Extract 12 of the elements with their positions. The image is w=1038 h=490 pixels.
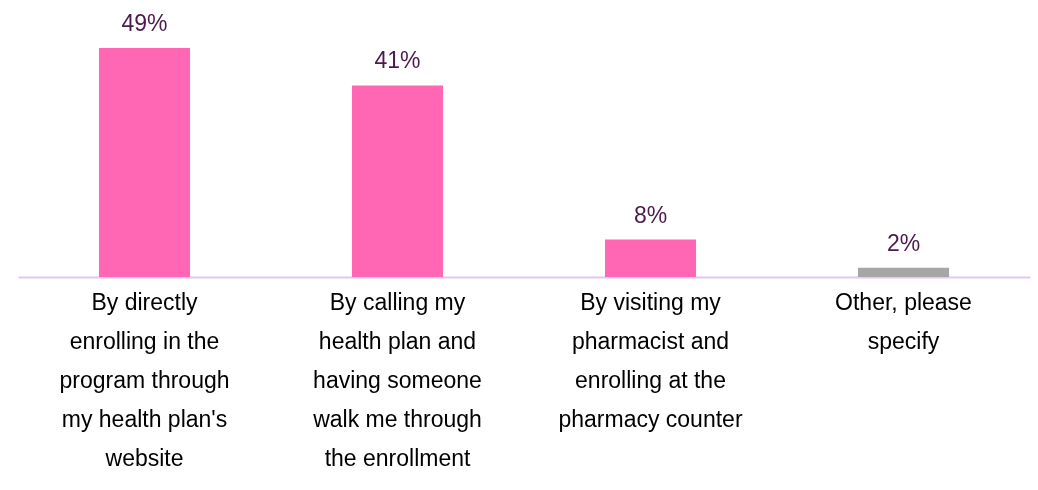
x-tick-label: By directly enrolling in the program through my health plan's website bbox=[59, 288, 230, 471]
data-label: 8% bbox=[633, 201, 668, 228]
x-tick-label: By visiting my pharmacist and enrolling at the pharmacy counter bbox=[558, 288, 743, 432]
bar bbox=[857, 267, 950, 277]
bar bbox=[98, 48, 191, 277]
x-tick-label: Other, please specify bbox=[835, 288, 972, 354]
data-label: 41% bbox=[374, 47, 421, 74]
data-label: 2% bbox=[886, 229, 921, 256]
x-tick-label: By calling my health plan and having someone walk me through the enrollment bbox=[312, 288, 482, 471]
bar bbox=[604, 239, 697, 277]
data-label: 49% bbox=[121, 10, 168, 36]
bar bbox=[351, 85, 444, 277]
